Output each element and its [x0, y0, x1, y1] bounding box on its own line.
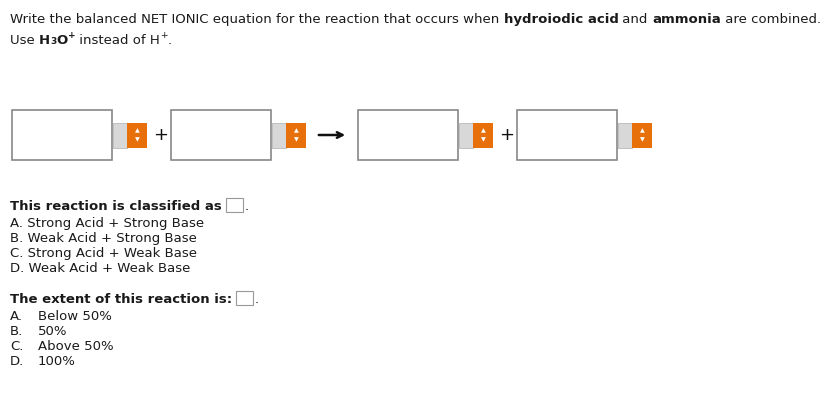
- Bar: [358, 110, 458, 160]
- Text: Write the balanced NET IONIC equation for the reaction that occurs when: Write the balanced NET IONIC equation fo…: [10, 13, 504, 26]
- Text: +: +: [499, 126, 514, 144]
- Text: C.: C.: [10, 340, 23, 353]
- Text: instead of H: instead of H: [75, 34, 160, 47]
- Bar: [459, 122, 473, 147]
- Text: are combined.: are combined.: [721, 13, 821, 26]
- Text: 100%: 100%: [38, 355, 76, 368]
- Text: ▼: ▼: [135, 137, 140, 142]
- Text: A.: A.: [10, 310, 23, 323]
- Text: ▼: ▼: [639, 137, 644, 142]
- Text: The extent of this reaction is:: The extent of this reaction is:: [10, 293, 232, 306]
- Bar: [171, 110, 271, 160]
- Text: +: +: [68, 30, 75, 40]
- Text: ▲: ▲: [135, 128, 140, 133]
- Bar: [12, 110, 112, 160]
- Bar: [473, 122, 493, 147]
- Text: A. Strong Acid + Strong Base: A. Strong Acid + Strong Base: [10, 217, 204, 230]
- Bar: [632, 122, 652, 147]
- Text: C. Strong Acid + Weak Base: C. Strong Acid + Weak Base: [10, 247, 197, 260]
- Text: H: H: [39, 34, 50, 47]
- Text: hydroiodic acid: hydroiodic acid: [504, 13, 619, 26]
- Text: Below 50%: Below 50%: [38, 310, 112, 323]
- Bar: [127, 122, 147, 147]
- Text: ▲: ▲: [481, 128, 486, 133]
- Bar: [618, 122, 632, 147]
- Text: Use: Use: [10, 34, 39, 47]
- Text: 50%: 50%: [38, 325, 68, 338]
- Bar: [113, 122, 127, 147]
- Text: B. Weak Acid + Strong Base: B. Weak Acid + Strong Base: [10, 232, 197, 245]
- Text: +: +: [153, 126, 168, 144]
- Bar: [225, 198, 243, 212]
- Bar: [272, 122, 286, 147]
- Text: and: and: [619, 13, 652, 26]
- Text: D. Weak Acid + Weak Base: D. Weak Acid + Weak Base: [10, 262, 190, 275]
- Text: Above 50%: Above 50%: [38, 340, 114, 353]
- Bar: [236, 291, 253, 305]
- Text: 3: 3: [50, 37, 56, 45]
- Text: B.: B.: [10, 325, 23, 338]
- Text: +: +: [160, 30, 168, 40]
- Text: ▲: ▲: [293, 128, 298, 133]
- Text: This reaction is classified as: This reaction is classified as: [10, 200, 221, 213]
- Text: ammonia: ammonia: [652, 13, 721, 26]
- Text: ▲: ▲: [639, 128, 644, 133]
- Bar: [517, 110, 617, 160]
- Text: .: .: [255, 293, 259, 306]
- Text: .: .: [244, 200, 249, 213]
- Text: .: .: [168, 34, 172, 47]
- Text: D.: D.: [10, 355, 24, 368]
- Text: ▼: ▼: [293, 137, 298, 142]
- Text: ▼: ▼: [481, 137, 486, 142]
- Bar: [286, 122, 306, 147]
- Text: O: O: [56, 34, 68, 47]
